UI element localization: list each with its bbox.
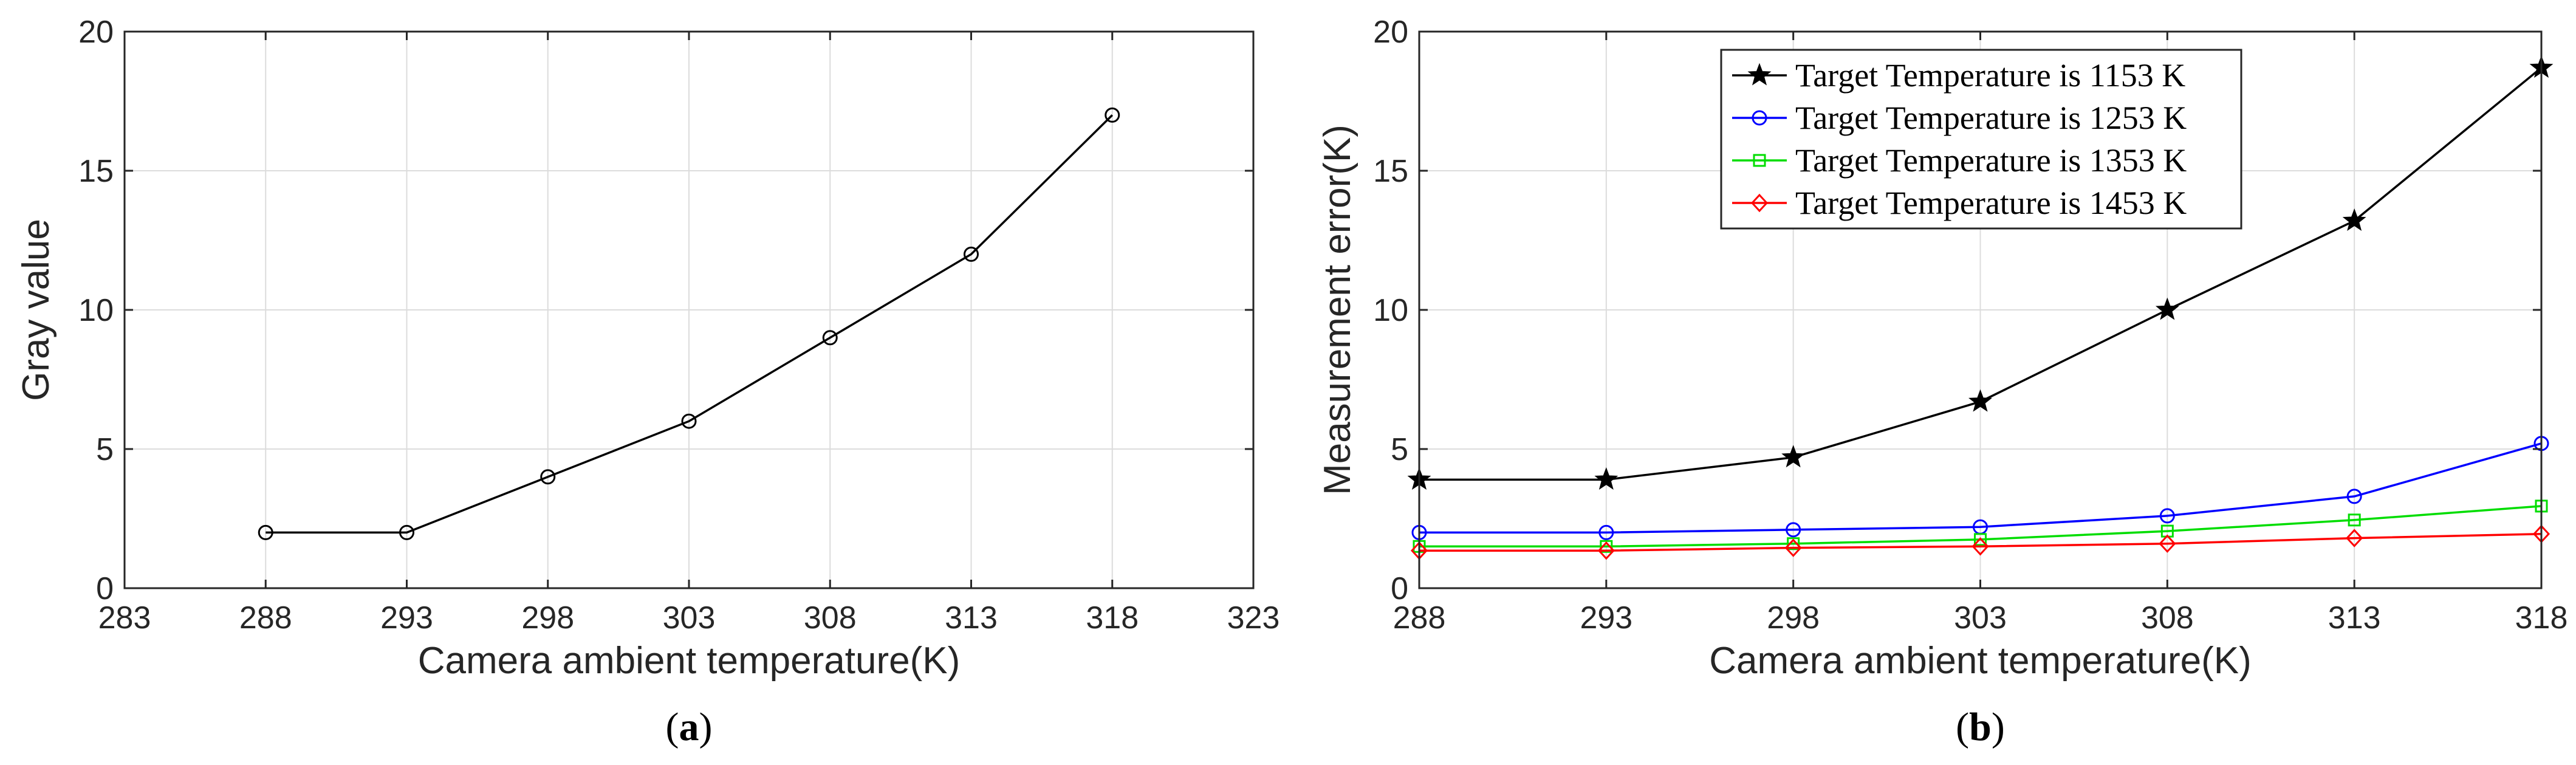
- x-tick-label: 313: [945, 600, 998, 636]
- x-tick-label: 308: [2141, 600, 2194, 636]
- y-tick-label: 10: [1373, 293, 1408, 328]
- series-line: [1419, 442, 2542, 534]
- y-tick-label: 5: [96, 432, 114, 467]
- data-point: [1786, 522, 1801, 538]
- data-point: [2346, 489, 2362, 504]
- y-tick-label: 10: [78, 293, 114, 328]
- tick-labels: 288 293 298 303 308 313 318 0 5 10 15 20: [1373, 15, 2567, 636]
- y-axis-label: Gray value: [15, 219, 57, 401]
- data-point: [1781, 445, 1806, 468]
- data-point: [540, 469, 556, 485]
- x-tick-label: 323: [1227, 600, 1280, 636]
- data-point: [1600, 540, 1613, 553]
- data-point: [1594, 467, 1619, 490]
- legend-label: Target Temperature is 1453 K: [1795, 185, 2187, 221]
- y-tick-label: 20: [78, 15, 114, 50]
- y-tick-label: 5: [1391, 432, 1408, 467]
- x-tick-label: 303: [1954, 600, 2007, 636]
- data-point: [681, 413, 697, 429]
- y-tick-label: 15: [1373, 154, 1408, 189]
- series-4: [1410, 524, 2550, 560]
- chart-panel-b: 288 293 298 303 308 313 318 0 5 10 15 20 Target Tem…: [1317, 15, 2567, 749]
- series-line: [1419, 532, 2542, 552]
- legend-item: Target Temperature is 1453 K: [1732, 185, 2187, 221]
- x-tick-label: 308: [804, 600, 857, 636]
- x-tick-label: 298: [521, 600, 574, 636]
- panel-caption: (b): [1956, 705, 2005, 749]
- y-axis-label: Measurement error(K): [1317, 125, 1358, 495]
- data-point: [399, 524, 414, 540]
- data-point: [2159, 534, 2176, 553]
- data-point: [1784, 538, 1802, 557]
- caption-letter: a: [679, 705, 699, 749]
- data-point: [2342, 208, 2366, 231]
- x-tick-label: 288: [239, 600, 292, 636]
- data-point: [2346, 529, 2363, 547]
- series-layer: [258, 107, 1120, 540]
- data-point: [1971, 537, 1989, 556]
- x-tick-label: 303: [663, 600, 716, 636]
- data-point: [1598, 524, 1614, 540]
- legend-item: Target Temperature is 1153 K: [1732, 57, 2185, 94]
- series-1: [258, 107, 1120, 540]
- x-tick-label: 293: [380, 600, 433, 636]
- legend: Target Temperature is 1153 K Target Tempe…: [1720, 49, 2242, 230]
- legend-marker: [1753, 154, 1766, 167]
- x-tick-label: 298: [1767, 600, 1820, 636]
- x-tick-label: 313: [2328, 600, 2381, 636]
- legend-box: [1720, 49, 2242, 230]
- grid-lines: [124, 31, 1254, 589]
- x-axis-label: Camera ambient temperature(K): [1709, 640, 2251, 682]
- y-tick-label: 0: [96, 571, 114, 606]
- data-point: [258, 524, 273, 540]
- legend-marker: [1747, 63, 1772, 86]
- x-tick-label: 318: [2515, 600, 2568, 636]
- x-tick-label: 318: [1086, 600, 1139, 636]
- y-tick-label: 0: [1391, 571, 1408, 606]
- data-point: [2155, 297, 2179, 320]
- x-tick-label: 283: [98, 600, 151, 636]
- y-tick-label: 15: [78, 154, 114, 189]
- data-point: [964, 246, 979, 262]
- data-point: [822, 330, 838, 346]
- legend-marker: [1752, 110, 1767, 126]
- legend-label: Target Temperature is 1253 K: [1795, 100, 2187, 136]
- series-layer: [1407, 55, 2554, 560]
- data-point: [1597, 541, 1615, 560]
- legend-label: Target Temperature is 1153 K: [1795, 57, 2185, 94]
- data-point: [1974, 533, 1987, 546]
- legend-label: Target Temperature is 1353 K: [1795, 142, 2187, 179]
- series-line: [265, 114, 1114, 534]
- legend-marker: [1750, 193, 1769, 213]
- data-point: [2159, 508, 2175, 524]
- legend-item: Target Temperature is 1353 K: [1732, 142, 2187, 179]
- caption-letter: b: [1969, 705, 1992, 749]
- data-point: [2348, 513, 2361, 527]
- x-tick-label: 293: [1580, 600, 1632, 636]
- x-axis-label: Camera ambient temperature(K): [418, 640, 960, 682]
- data-point: [1105, 107, 1120, 123]
- data-point: [1968, 389, 1992, 412]
- data-point: [1787, 537, 1800, 551]
- y-tick-label: 20: [1373, 15, 1408, 50]
- x-tick-label: 288: [1393, 600, 1446, 636]
- legend-item: Target Temperature is 1253 K: [1732, 100, 2187, 136]
- tick-labels: 283 288 293 298 303 308 313 318 323 0 5 10 15 20: [78, 15, 1279, 636]
- panel-caption: (a): [666, 705, 713, 749]
- chart-panel-a: 283 288 293 298 303 308 313 318 323 0 5 10 15 20 Came…: [15, 15, 1279, 749]
